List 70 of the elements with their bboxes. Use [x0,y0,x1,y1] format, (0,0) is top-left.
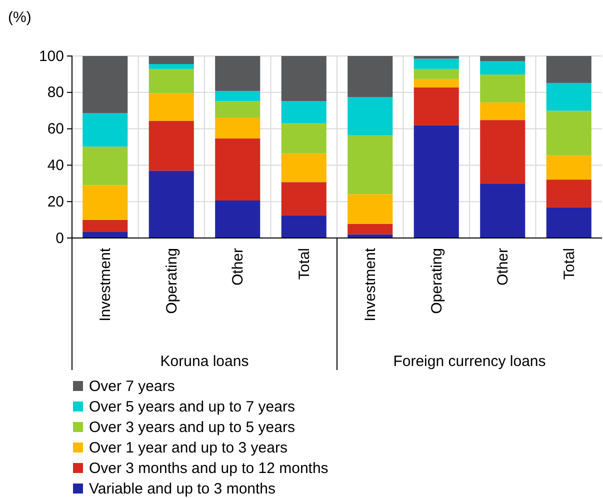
bar [82,113,128,147]
bar [348,135,393,194]
bar [348,56,393,98]
x-tick-label: Investment [362,247,380,322]
y-tick-label: 60 [47,120,64,138]
bar [414,56,459,59]
bar [148,56,194,64]
bar [215,56,260,91]
bar [348,224,393,234]
x-tick-label: Other [230,248,247,286]
x-tick-label: Operating [428,248,446,314]
bar [480,120,526,184]
bar [148,93,194,121]
bar [281,153,326,182]
bar [82,146,128,186]
x-tick-label: Other [494,248,512,286]
bar [546,56,592,83]
x-tick-label: Investment [97,247,114,322]
bar [148,64,194,69]
bar [480,74,526,102]
bar [215,200,260,238]
bar [215,101,260,118]
legend-label: Over 7 years [89,378,175,395]
x-tick-label: Operating [163,248,180,314]
bar [281,215,326,238]
bar [414,125,459,238]
bar [480,184,526,238]
y-tick-label: 100 [38,48,64,65]
bar [480,56,526,62]
legend-label: Variable and up to 3 months [89,480,276,498]
bar [215,138,260,201]
legend-label: Over 3 months and up to 12 months [89,460,328,477]
bar [82,232,128,238]
bar [546,82,592,111]
bar [82,56,128,114]
bar [480,61,526,75]
bar [546,207,592,238]
y-axis-title: (%) [8,9,32,26]
text: Foreign currency loans [393,353,546,370]
x-tick-label: Total [296,248,313,280]
bar [281,123,326,154]
y-tick-label: 20 [47,193,64,210]
legend-label: Over 3 years and up to 5 years [89,419,295,436]
y-tick-label: 80 [47,84,64,102]
bar [414,78,459,88]
bar [546,155,592,180]
y-tick-label: 0 [56,230,64,247]
bar [82,185,128,220]
bar [414,58,459,69]
legend-label: Over 1 year and up to 3 years [89,440,288,456]
text: Koruna loans [160,353,249,370]
bar [348,194,393,224]
bar [414,87,459,126]
bar [281,101,326,124]
bar [148,120,194,171]
bar [281,182,326,216]
bar [148,170,194,238]
bar [480,102,526,120]
bar [546,180,592,208]
bar [82,220,128,232]
bar [215,118,260,138]
bar [281,56,326,102]
y-tick-label: 40 [47,157,64,174]
bar [546,110,592,156]
bar [414,68,459,79]
x-tick-label: Total [560,248,578,280]
legend-label: Over 5 years and up to 7 years [89,398,295,416]
bar [215,90,260,102]
bar [348,97,393,136]
bar [148,68,194,94]
